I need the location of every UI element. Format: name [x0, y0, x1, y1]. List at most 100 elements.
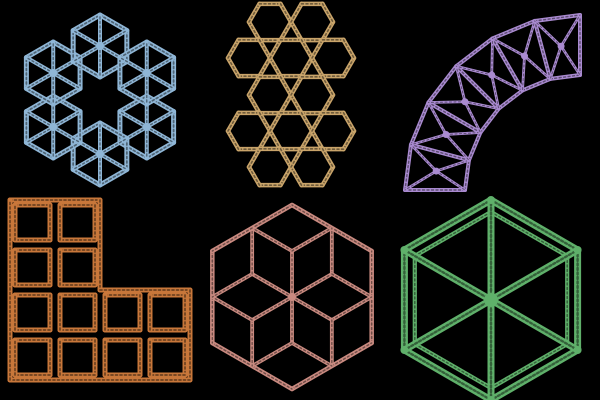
- stitch-texture: [331, 342, 373, 367]
- stitch-texture: [455, 65, 500, 110]
- stitch-texture: [52, 87, 81, 105]
- inner-hexagon: [488, 209, 570, 259]
- hex-spoke: [117, 55, 149, 75]
- stitch-texture: [25, 95, 55, 113]
- stitch-texture: [119, 56, 148, 74]
- hex-spoke: [98, 152, 129, 172]
- stitch-texture: [72, 45, 101, 63]
- hex-cell-outline: [341, 128, 357, 152]
- hex-cell-outline: [288, 146, 304, 170]
- stitch-texture: [290, 76, 303, 96]
- hex-spoke: [400, 296, 495, 354]
- stitch-texture: [524, 20, 536, 57]
- band-inner-edge: [463, 158, 471, 192]
- stitch-texture: [311, 57, 324, 77]
- stitch-texture: [99, 122, 128, 140]
- stitch-texture: [52, 56, 81, 74]
- hex-cell-outline: [288, 1, 304, 25]
- stitch-texture: [291, 342, 333, 367]
- stitch-texture: [72, 153, 101, 171]
- stitch-texture: [404, 170, 437, 191]
- hex-cell-outline: [50, 86, 83, 107]
- hex-cell-outline: [246, 92, 262, 116]
- stitch-texture: [211, 273, 253, 298]
- stitch-texture: [560, 45, 581, 76]
- inner-hexagon: [412, 341, 494, 391]
- stitch-texture: [521, 78, 551, 92]
- stitch-texture: [99, 60, 128, 78]
- rhombus-edge: [210, 272, 255, 299]
- stitch-texture: [290, 21, 303, 41]
- band-brace: [454, 64, 467, 104]
- stitch-texture: [248, 94, 261, 114]
- hex-cell-outline: [288, 92, 304, 116]
- hex-cell-outline: [246, 146, 262, 170]
- knot-node: [573, 346, 582, 354]
- band-brace: [548, 44, 563, 81]
- stitch-texture: [403, 198, 493, 252]
- stitch-texture: [119, 126, 148, 144]
- stitch-texture: [52, 41, 81, 59]
- hex-cell-outline: [309, 110, 325, 134]
- rhombus-edge: [250, 364, 294, 391]
- stitch-texture: [342, 112, 355, 132]
- knot-node: [521, 52, 529, 60]
- stitch-texture: [258, 39, 271, 59]
- band-brace: [559, 44, 582, 77]
- stitch-texture: [427, 102, 447, 136]
- l-shape-square-grid-panel: [7, 197, 193, 383]
- stitch-texture: [414, 211, 492, 257]
- stitch-texture: [410, 144, 437, 172]
- hex-cell-outline: [278, 92, 294, 116]
- stitch-texture: [279, 76, 292, 96]
- stitch-texture: [251, 342, 293, 367]
- hex-cell-outline: [320, 146, 336, 170]
- hex-cell-outline: [299, 37, 315, 61]
- stitch-texture: [269, 130, 282, 150]
- stitch-texture: [489, 348, 579, 400]
- stitch-texture: [119, 72, 148, 90]
- stitch-texture: [414, 343, 492, 389]
- stitch-texture: [489, 248, 579, 302]
- stitch-texture: [145, 141, 175, 159]
- hex-spoke: [51, 125, 83, 145]
- hexagon-column-panel: [225, 1, 357, 188]
- stitch-texture: [258, 112, 271, 132]
- stitch-texture: [52, 110, 81, 128]
- stitch-texture: [300, 130, 313, 150]
- hex-cell-outline: [278, 74, 294, 98]
- stitch-texture: [331, 296, 373, 321]
- stitch-texture: [251, 273, 293, 298]
- stitch-texture: [342, 130, 355, 150]
- stitch-texture: [534, 20, 551, 80]
- band-outer-edge: [454, 36, 495, 69]
- hex-cell-outline: [267, 55, 283, 79]
- hex-cell-outline: [288, 74, 304, 98]
- rhombus-edge: [329, 272, 374, 299]
- hex-cell-outline: [23, 86, 56, 107]
- hex-spoke: [487, 296, 582, 354]
- stitch-texture: [248, 76, 261, 96]
- band-brace: [444, 133, 471, 162]
- stitch-texture: [146, 56, 175, 74]
- stitch-texture: [52, 126, 81, 144]
- band-brace: [409, 143, 438, 173]
- band-inner-edge: [466, 130, 483, 163]
- hex-spoke: [400, 246, 495, 304]
- rhombus-edge: [329, 341, 374, 368]
- stitch-texture: [435, 170, 466, 191]
- stitch-texture: [522, 55, 526, 91]
- stitch-texture: [300, 57, 313, 77]
- hex-cell-outline: [144, 86, 177, 107]
- hex-spoke: [71, 44, 102, 64]
- hex-cell-outline: [320, 19, 336, 43]
- hex-spoke: [98, 136, 129, 156]
- hex-cell-outline: [341, 110, 357, 134]
- stitch-texture: [145, 87, 175, 105]
- stitch-texture: [403, 248, 493, 302]
- stitch-texture: [403, 298, 493, 352]
- stitch-texture: [490, 211, 568, 257]
- band-brace: [444, 131, 482, 136]
- stitch-texture: [25, 56, 54, 74]
